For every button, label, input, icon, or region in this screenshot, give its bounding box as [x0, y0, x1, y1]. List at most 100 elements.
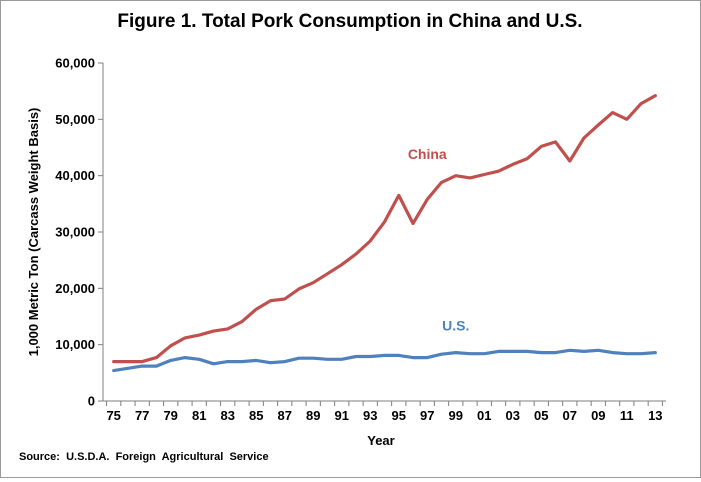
- data-point-u-s: [227, 360, 229, 362]
- data-point-u-s: [341, 358, 343, 360]
- data-point-u-s: [412, 356, 414, 358]
- data-point-china: [583, 137, 585, 139]
- y-tick-label: 50,000: [55, 112, 95, 127]
- data-point-u-s: [483, 352, 485, 354]
- data-point-u-s: [626, 352, 628, 354]
- chart-title: Figure 1. Total Pork Consumption in Chin…: [117, 11, 582, 32]
- x-tick-label: 01: [477, 408, 491, 423]
- data-point-china: [241, 320, 243, 322]
- data-point-u-s: [312, 357, 314, 359]
- x-tick-label: 03: [506, 408, 520, 423]
- data-point-china: [355, 253, 357, 255]
- data-point-china: [469, 177, 471, 179]
- x-tick-label: 95: [392, 408, 406, 423]
- data-point-u-s: [440, 353, 442, 355]
- series-layer: China U.S.: [112, 94, 657, 373]
- data-point-china: [155, 356, 157, 358]
- axes: 0 10,000 20,000 30,000 40,000 50,000 60,000 75 7…: [55, 56, 666, 423]
- data-point-u-s: [298, 357, 300, 359]
- data-point-china: [440, 181, 442, 183]
- data-point-u-s: [554, 351, 556, 353]
- x-tick-label: 07: [563, 408, 577, 423]
- data-point-china: [326, 272, 328, 274]
- data-point-u-s: [611, 351, 613, 353]
- x-tick-label: 81: [192, 408, 206, 423]
- data-point-u-s: [640, 352, 642, 354]
- data-point-china: [227, 328, 229, 330]
- data-point-u-s: [540, 351, 542, 353]
- data-point-china: [554, 141, 556, 143]
- data-point-china: [540, 145, 542, 147]
- data-point-china: [312, 282, 314, 284]
- x-axis-label: Year: [367, 433, 394, 448]
- series-line-u-s: [112, 348, 657, 373]
- data-point-u-s: [326, 358, 328, 360]
- data-point-china: [483, 173, 485, 175]
- data-point-china: [383, 221, 385, 223]
- y-tick-label: 40,000: [55, 168, 95, 183]
- data-point-china: [455, 174, 457, 176]
- y-tick-label: 20,000: [55, 281, 95, 296]
- data-point-u-s: [526, 350, 528, 352]
- data-point-china: [198, 334, 200, 336]
- series-line-china: [112, 94, 657, 364]
- x-tick-label: 87: [277, 408, 291, 423]
- data-point-china: [212, 330, 214, 332]
- data-point-u-s: [241, 360, 243, 362]
- x-tick-label: 77: [135, 408, 149, 423]
- data-point-china: [341, 263, 343, 265]
- data-point-u-s: [497, 350, 499, 352]
- x-tick-label: 05: [534, 408, 548, 423]
- data-point-china: [626, 118, 628, 120]
- data-point-china: [526, 158, 528, 160]
- y-tick-label: 60,000: [55, 56, 95, 71]
- data-point-china: [369, 240, 371, 242]
- data-point-china: [597, 124, 599, 126]
- data-point-u-s: [426, 356, 428, 358]
- data-point-u-s: [198, 358, 200, 360]
- data-point-u-s: [583, 350, 585, 352]
- x-tick-label: 97: [420, 408, 434, 423]
- data-point-u-s: [383, 354, 385, 356]
- data-point-u-s: [569, 349, 571, 351]
- data-point-china: [184, 337, 186, 339]
- x-tick-label: 85: [249, 408, 263, 423]
- x-tick-label: 91: [335, 408, 349, 423]
- series-label-u-s: U.S.: [442, 318, 469, 334]
- data-point-u-s: [369, 355, 371, 357]
- data-point-china: [170, 345, 172, 347]
- data-point-china: [112, 360, 114, 362]
- data-point-u-s: [398, 354, 400, 356]
- x-tick-label: 83: [220, 408, 234, 423]
- x-tick-label: 09: [591, 408, 605, 423]
- x-tick-label: 13: [648, 408, 662, 423]
- data-point-china: [611, 111, 613, 113]
- y-axis-label: 1,000 Metric Ton (Carcass Weight Basis): [26, 108, 41, 357]
- data-point-china: [426, 198, 428, 200]
- data-point-china: [269, 300, 271, 302]
- x-tick-label: 79: [163, 408, 177, 423]
- data-point-u-s: [155, 365, 157, 367]
- data-point-china: [412, 222, 414, 224]
- x-tick-label: 89: [306, 408, 320, 423]
- x-tick-label: 11: [620, 408, 634, 423]
- data-point-u-s: [255, 359, 257, 361]
- data-point-u-s: [512, 350, 514, 352]
- x-tick-label: 99: [449, 408, 463, 423]
- data-point-china: [654, 94, 656, 96]
- data-point-china: [398, 194, 400, 196]
- y-tick-label: 0: [88, 394, 95, 409]
- data-point-u-s: [355, 355, 357, 357]
- source-note: Source: U.S.D.A. Foreign Agricultural Se…: [19, 451, 269, 463]
- data-point-china: [298, 288, 300, 290]
- data-point-u-s: [184, 356, 186, 358]
- data-point-china: [127, 360, 129, 362]
- data-point-u-s: [469, 352, 471, 354]
- data-point-china: [255, 308, 257, 310]
- data-point-u-s: [455, 351, 457, 353]
- y-tick-label: 30,000: [55, 225, 95, 240]
- data-point-china: [284, 298, 286, 300]
- data-point-u-s: [170, 359, 172, 361]
